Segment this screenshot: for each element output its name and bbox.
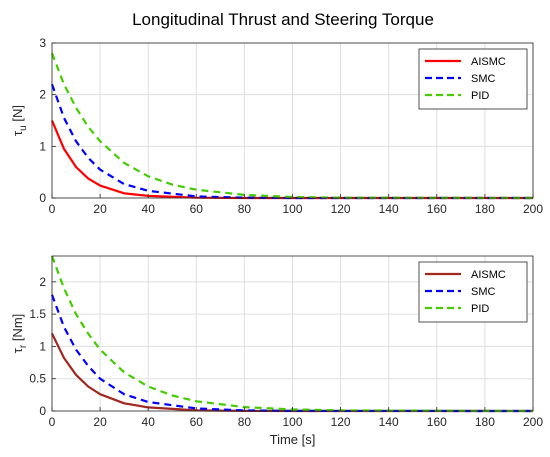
x-tick-label: 40 (142, 415, 156, 429)
x-tick-label: 100 (282, 415, 302, 429)
y-tick-label: 2 (39, 275, 46, 289)
x-tick-label: 100 (282, 202, 302, 216)
x-tick-label: 180 (475, 202, 495, 216)
y-tick-label: 1 (39, 139, 46, 153)
y-axis-label-symbol: τ (10, 130, 25, 136)
y-tick-label: 0.5 (29, 372, 46, 386)
x-tick-label: 80 (238, 415, 252, 429)
y-axis-label-subscript: r (18, 344, 29, 348)
y-axis-label-unit: [Nm] (10, 314, 25, 345)
x-tick-label: 40 (142, 202, 156, 216)
series-line-smc (50, 294, 534, 413)
y-tick-label: 3 (39, 36, 46, 50)
y-axis-label: τu [N] (10, 105, 29, 136)
legend-label-aismc: AISMC (471, 56, 506, 68)
legend-label-pid: PID (471, 90, 489, 102)
x-tick-label: 140 (379, 415, 399, 429)
legend: AISMC SMC PID (418, 261, 528, 323)
figure-title: Longitudinal Thrust and Steering Torque (132, 10, 434, 29)
x-tick-label: 160 (427, 202, 447, 216)
x-tick-label: 60 (190, 202, 204, 216)
x-tick-label: 20 (93, 415, 107, 429)
thrust-plot: 0 20 40 60 80 100 120 140 160 180 200 0 1 2 3 τu [N] AIS… (10, 36, 543, 216)
y-tick-label: 0 (39, 191, 46, 205)
legend-label-pid: PID (471, 303, 489, 315)
x-tick-label: 200 (523, 202, 543, 216)
x-tick-label: 160 (427, 415, 447, 429)
x-tick-label: 0 (49, 202, 56, 216)
x-axis-label: Time [s] (270, 432, 316, 447)
y-tick-label: 1 (39, 339, 46, 353)
x-tick-label: 120 (331, 202, 351, 216)
x-tick-label: 80 (238, 202, 252, 216)
x-tick-label: 20 (93, 202, 107, 216)
y-axis-label-unit: [N] (10, 105, 25, 125)
x-tick-label: 200 (523, 415, 543, 429)
x-tick-label: 140 (379, 202, 399, 216)
y-axis-label-symbol: τ (10, 347, 25, 353)
y-tick-label: 2 (39, 88, 46, 102)
series-line-pid (50, 52, 534, 200)
legend-label-smc: SMC (471, 73, 496, 85)
y-axis-label-subscript: u (18, 125, 29, 131)
x-tick-label: 180 (475, 415, 495, 429)
y-tick-label: 1.5 (29, 307, 46, 321)
y-axis-label: τr [Nm] (10, 314, 29, 354)
y-tick-label: 0 (39, 404, 46, 418)
x-tick-label: 60 (190, 415, 204, 429)
x-tick-label: 120 (331, 415, 351, 429)
legend-label-smc: SMC (471, 286, 496, 298)
x-tick-label: 0 (49, 415, 56, 429)
legend: AISMC SMC PID (418, 48, 528, 110)
legend-label-aismc: AISMC (471, 269, 506, 281)
torque-plot: 0 20 40 60 80 100 120 140 160 180 200 0 0.5 1 1.5 2 τr [… (10, 255, 543, 447)
